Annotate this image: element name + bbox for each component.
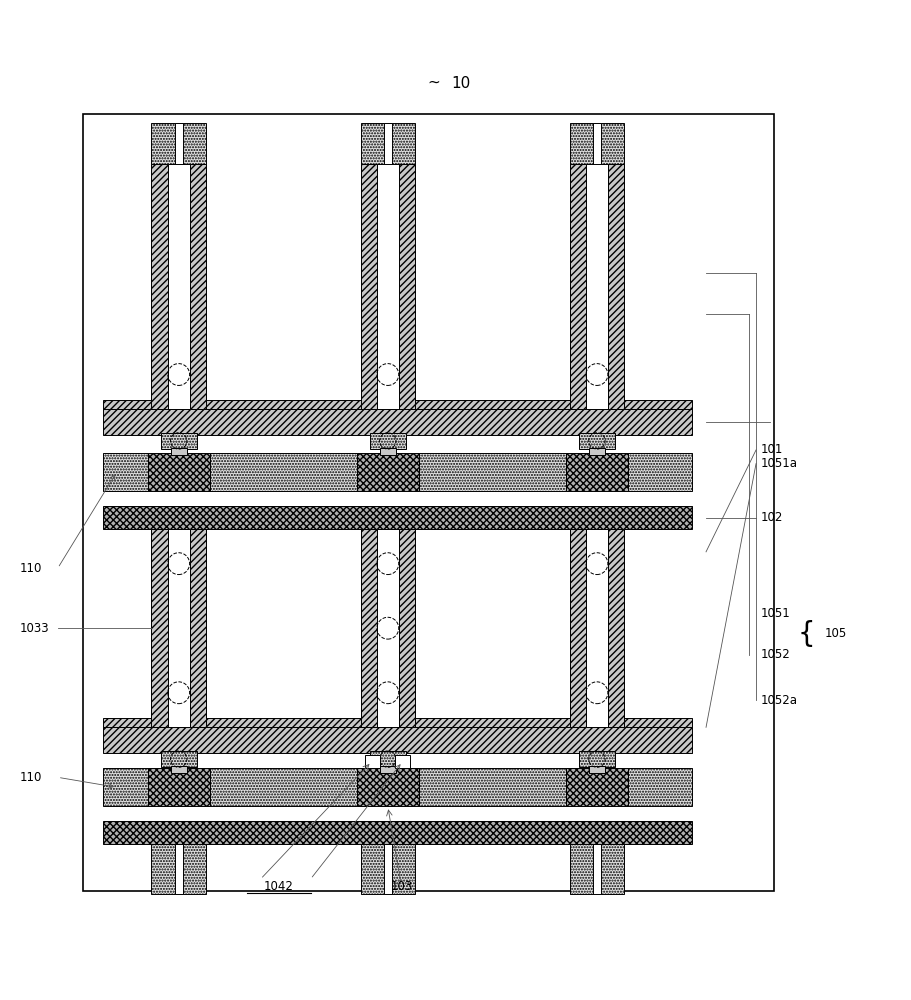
Bar bbox=[103, 718, 691, 727]
Bar bbox=[210, 768, 356, 806]
Text: {: { bbox=[796, 620, 814, 648]
Text: 1051: 1051 bbox=[760, 607, 790, 620]
Bar bbox=[586, 164, 607, 409]
Bar bbox=[160, 433, 197, 449]
Bar bbox=[569, 164, 623, 409]
Bar bbox=[369, 751, 405, 767]
Bar bbox=[168, 164, 189, 409]
Bar bbox=[566, 453, 627, 491]
Bar bbox=[356, 453, 418, 491]
Bar bbox=[174, 123, 182, 164]
Text: 1051a: 1051a bbox=[760, 457, 797, 470]
Bar bbox=[586, 529, 607, 727]
Text: 110: 110 bbox=[19, 562, 42, 575]
Text: 1033: 1033 bbox=[19, 622, 49, 635]
Bar bbox=[360, 844, 415, 894]
Text: 1052: 1052 bbox=[760, 648, 790, 661]
Bar bbox=[398, 164, 415, 409]
Bar bbox=[360, 529, 415, 727]
Bar bbox=[148, 453, 210, 491]
Bar bbox=[360, 529, 376, 727]
Text: 102: 102 bbox=[760, 511, 783, 524]
Bar bbox=[189, 529, 206, 727]
Bar bbox=[151, 529, 168, 727]
Bar bbox=[566, 768, 627, 806]
Bar bbox=[148, 768, 210, 806]
Bar bbox=[170, 448, 187, 455]
Bar bbox=[103, 821, 691, 844]
Bar bbox=[569, 164, 586, 409]
Bar bbox=[376, 529, 398, 727]
Bar bbox=[569, 844, 623, 894]
Bar bbox=[394, 755, 409, 768]
Bar bbox=[151, 123, 206, 164]
Bar bbox=[589, 448, 605, 455]
Bar bbox=[360, 164, 415, 409]
Bar bbox=[151, 529, 206, 727]
Bar bbox=[103, 768, 148, 806]
Bar bbox=[151, 164, 168, 409]
Text: 103: 103 bbox=[390, 880, 412, 893]
Bar bbox=[151, 844, 206, 894]
Bar bbox=[170, 766, 187, 773]
Bar bbox=[569, 529, 623, 727]
Bar bbox=[151, 164, 206, 409]
Bar bbox=[103, 453, 148, 491]
Bar bbox=[103, 727, 691, 753]
Text: 1052a: 1052a bbox=[760, 694, 797, 707]
Bar bbox=[379, 448, 395, 455]
Bar bbox=[592, 123, 600, 164]
Bar bbox=[360, 123, 415, 164]
Bar bbox=[364, 755, 379, 768]
Bar bbox=[627, 453, 691, 491]
Bar bbox=[174, 844, 182, 894]
Bar bbox=[384, 123, 392, 164]
Bar bbox=[360, 164, 376, 409]
Text: 1042: 1042 bbox=[263, 880, 293, 893]
Bar bbox=[578, 433, 614, 449]
Bar bbox=[369, 433, 405, 449]
Bar bbox=[168, 529, 189, 727]
Bar bbox=[607, 164, 623, 409]
Text: ~: ~ bbox=[426, 74, 439, 89]
Bar bbox=[589, 766, 605, 773]
Bar bbox=[379, 766, 395, 773]
Bar bbox=[210, 453, 356, 491]
Bar bbox=[578, 751, 614, 767]
Bar bbox=[103, 400, 691, 409]
Text: 101: 101 bbox=[760, 443, 783, 456]
Text: 10: 10 bbox=[450, 76, 470, 91]
Bar bbox=[356, 768, 418, 806]
Bar bbox=[189, 164, 206, 409]
Bar bbox=[103, 409, 691, 435]
Bar bbox=[592, 844, 600, 894]
Bar bbox=[103, 506, 691, 529]
Bar bbox=[376, 164, 398, 409]
Bar bbox=[160, 751, 197, 767]
Bar bbox=[569, 123, 623, 164]
Bar bbox=[418, 768, 566, 806]
Bar bbox=[418, 453, 566, 491]
Text: 105: 105 bbox=[824, 627, 845, 640]
Bar bbox=[569, 529, 586, 727]
Bar bbox=[607, 529, 623, 727]
Bar bbox=[398, 529, 415, 727]
Text: 110: 110 bbox=[19, 771, 42, 784]
Bar bbox=[627, 768, 691, 806]
Bar bbox=[384, 844, 392, 894]
Bar bbox=[83, 114, 773, 891]
